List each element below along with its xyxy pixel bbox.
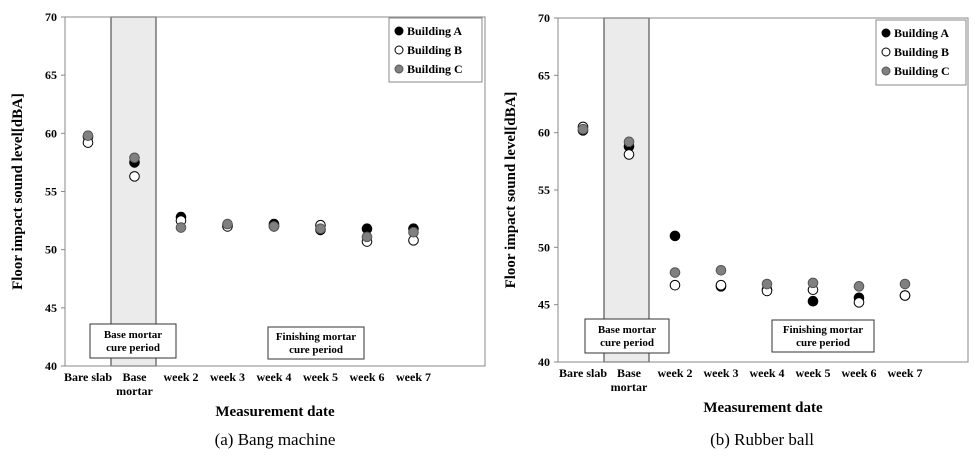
annotation-box <box>771 319 875 353</box>
x-tick-label: week 3 <box>704 366 739 380</box>
legend-box <box>875 19 967 86</box>
x-tick-label: week 6 <box>842 366 877 380</box>
legend-marker <box>881 66 891 76</box>
x-tick-label: week 6 <box>350 370 385 384</box>
legend-entry: Building A <box>894 26 949 40</box>
x-tick-label: Base <box>617 366 642 380</box>
y-tick-label: 45 <box>538 298 550 312</box>
data-point <box>623 149 635 160</box>
y-tick-label: 40 <box>45 359 57 373</box>
data-point <box>82 130 94 141</box>
x-tick-label: Base <box>123 370 148 384</box>
legend-entry: Building C <box>894 64 950 78</box>
chart-caption: (b) Rubber ball <box>710 430 814 449</box>
data-point <box>761 278 773 290</box>
x-tick-label: mortar <box>116 384 153 398</box>
data-point <box>715 264 727 276</box>
data-point <box>175 222 187 233</box>
y-tick-label: 40 <box>538 355 550 369</box>
annotation-box <box>267 326 365 360</box>
legend-entry: Building A <box>407 24 462 38</box>
data-point <box>408 226 419 238</box>
annotation-text: Finishing mortar <box>276 331 356 343</box>
y-tick-label: 50 <box>45 243 57 257</box>
annotation-box <box>89 323 177 359</box>
y-tick-label: 60 <box>45 126 57 140</box>
data-point <box>129 152 140 164</box>
data-point <box>669 279 681 291</box>
base-mortar-cure-band <box>603 17 650 363</box>
data-point <box>715 279 727 291</box>
y-tick-label: 50 <box>538 240 550 254</box>
legend-marker <box>881 47 891 57</box>
annotation-text: cure period <box>106 342 160 354</box>
annotation-box <box>584 318 670 354</box>
base-mortar-cure-band <box>110 16 157 367</box>
legend-marker <box>394 64 404 74</box>
legend-entry: Building B <box>407 43 462 57</box>
x-tick-label: mortar <box>611 380 648 394</box>
x-axis-label: Measurement date <box>215 404 335 420</box>
data-point <box>222 218 233 230</box>
data-point <box>669 267 681 278</box>
y-tick-label: 45 <box>45 301 57 315</box>
x-tick-label: week 3 <box>210 370 245 384</box>
annotation-text: Base mortar <box>598 324 656 336</box>
chart-caption: (a) Bang machine <box>215 430 336 449</box>
x-tick-label: week 2 <box>164 370 199 384</box>
annotation-text: Finishing mortar <box>783 324 863 336</box>
legend-marker <box>394 45 404 55</box>
legend-box <box>388 17 483 83</box>
x-tick-label: Bare slab <box>64 370 112 384</box>
x-tick-label: week 7 <box>396 370 431 384</box>
x-tick-label: week 4 <box>750 366 785 380</box>
legend-marker <box>881 28 891 38</box>
annotation-text: cure period <box>796 337 850 349</box>
y-tick-label: 60 <box>538 126 550 140</box>
data-point <box>853 297 865 308</box>
legend-entry: Building B <box>894 45 949 59</box>
y-axis-label: Floor impact sound level[dBA] <box>503 92 519 289</box>
x-tick-label: week 5 <box>796 366 831 380</box>
data-point <box>361 231 373 243</box>
data-point <box>623 136 635 148</box>
legend-entry: Building C <box>407 62 463 76</box>
legend-marker <box>394 26 404 36</box>
data-point <box>577 123 589 135</box>
x-tick-label: week 7 <box>888 366 923 380</box>
y-tick-label: 55 <box>538 183 550 197</box>
data-point <box>268 221 280 232</box>
y-tick-label: 65 <box>538 68 550 82</box>
data-point <box>669 230 681 242</box>
data-point <box>129 171 140 182</box>
data-point <box>899 290 911 301</box>
y-tick-label: 70 <box>538 11 550 25</box>
annotation-text: cure period <box>289 344 343 356</box>
y-tick-label: 70 <box>45 10 57 24</box>
y-tick-label: 65 <box>45 68 57 82</box>
x-axis-label: Measurement date <box>703 400 823 416</box>
x-tick-label: week 4 <box>257 370 292 384</box>
x-tick-label: week 5 <box>303 370 338 384</box>
data-point <box>807 277 819 289</box>
data-point <box>853 281 865 292</box>
data-point <box>899 278 911 290</box>
x-tick-label: week 2 <box>658 366 693 380</box>
x-tick-label: Bare slab <box>559 366 607 380</box>
y-tick-label: 55 <box>45 185 57 199</box>
data-point <box>315 223 326 235</box>
y-axis-label: Floor impact sound level[dBA] <box>10 93 26 290</box>
annotation-text: cure period <box>600 337 654 349</box>
data-point <box>807 295 819 307</box>
annotation-text: Base mortar <box>104 329 162 341</box>
